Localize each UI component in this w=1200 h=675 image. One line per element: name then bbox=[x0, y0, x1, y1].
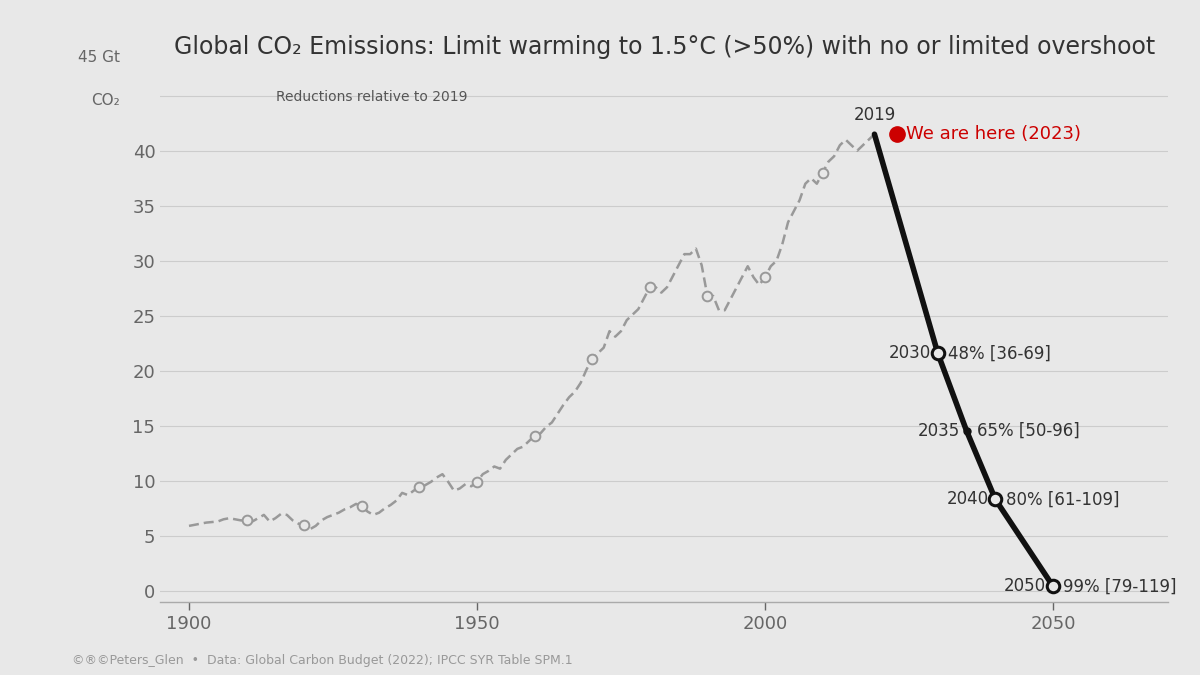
Text: 48% [36-69]: 48% [36-69] bbox=[948, 344, 1051, 362]
Text: Reductions relative to 2019: Reductions relative to 2019 bbox=[276, 90, 468, 103]
Text: 99% [79-119]: 99% [79-119] bbox=[1063, 577, 1177, 595]
Text: 65% [50-96]: 65% [50-96] bbox=[977, 422, 1080, 440]
Text: 2050: 2050 bbox=[1004, 577, 1046, 595]
Text: 2040: 2040 bbox=[947, 491, 989, 508]
Text: 45 Gt: 45 Gt bbox=[78, 51, 120, 65]
Text: 2035: 2035 bbox=[918, 422, 960, 440]
Text: We are here (2023): We are here (2023) bbox=[906, 125, 1081, 143]
Text: ©®©Peters_Glen  •  Data: Global Carbon Budget (2022); IPCC SYR Table SPM.1: ©®©Peters_Glen • Data: Global Carbon Bud… bbox=[72, 654, 572, 667]
Text: CO₂: CO₂ bbox=[91, 92, 120, 107]
Text: 2019: 2019 bbox=[853, 106, 895, 124]
Text: 80% [61-109]: 80% [61-109] bbox=[1006, 491, 1120, 508]
Title: Global CO₂ Emissions: Limit warming to 1.5°C (>50%) with no or limited overshoot: Global CO₂ Emissions: Limit warming to 1… bbox=[174, 35, 1154, 59]
Text: 2030: 2030 bbox=[889, 344, 931, 362]
